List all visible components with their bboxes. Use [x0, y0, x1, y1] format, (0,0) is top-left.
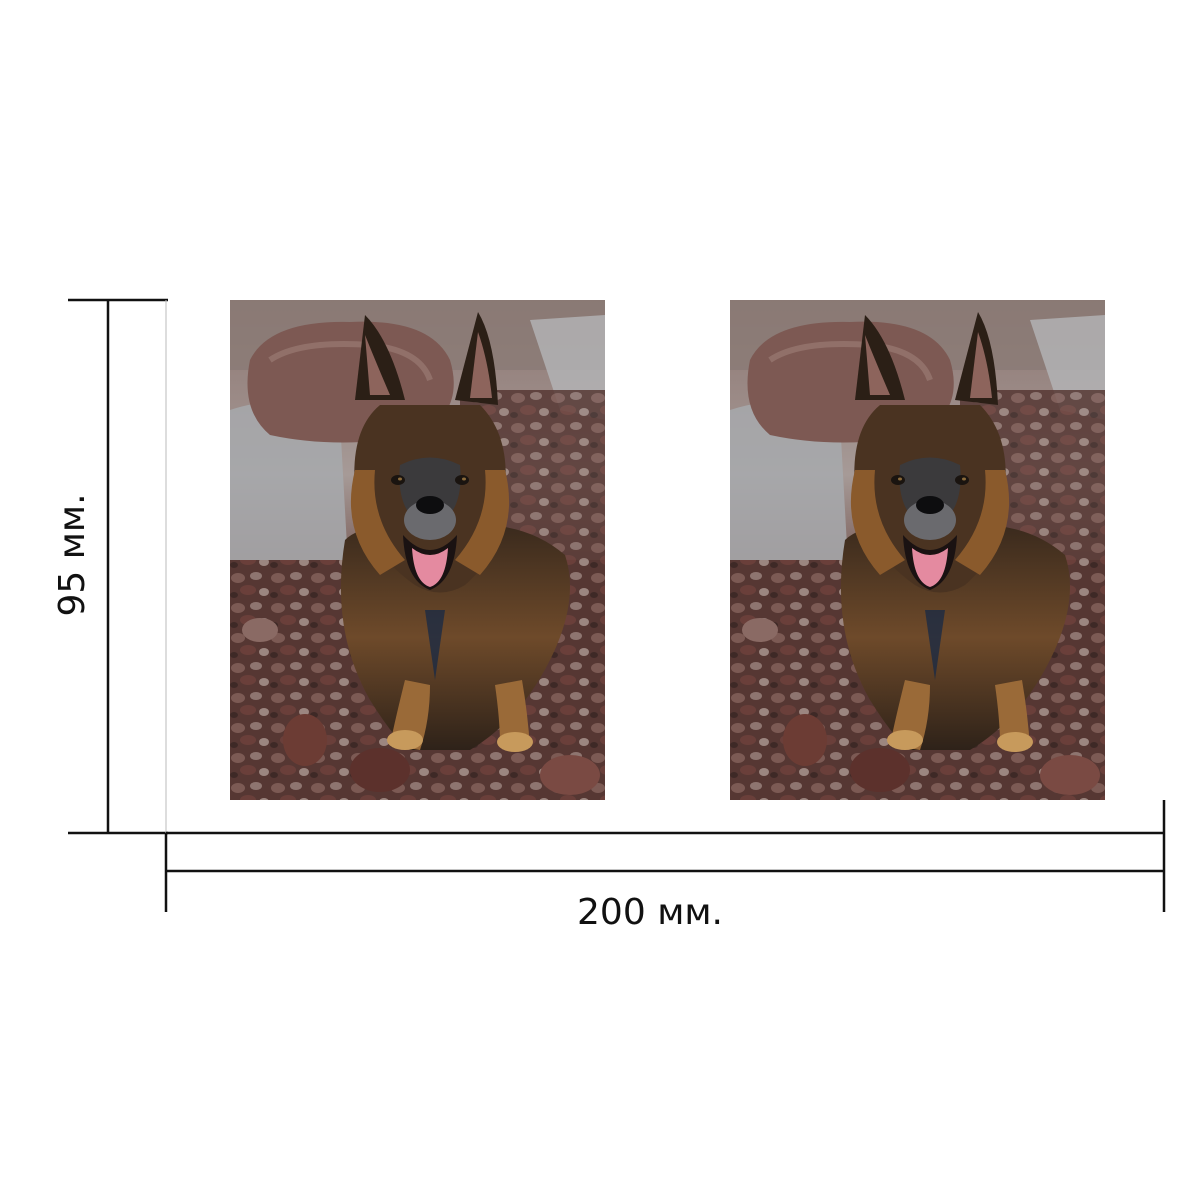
width-dimension — [164, 800, 1166, 912]
dog-photo-left — [230, 300, 605, 800]
width-label: 200 мм. — [577, 892, 723, 933]
height-dimension — [68, 298, 168, 835]
dog-photo-right — [730, 300, 1105, 800]
height-label: 95 мм. — [52, 493, 93, 616]
